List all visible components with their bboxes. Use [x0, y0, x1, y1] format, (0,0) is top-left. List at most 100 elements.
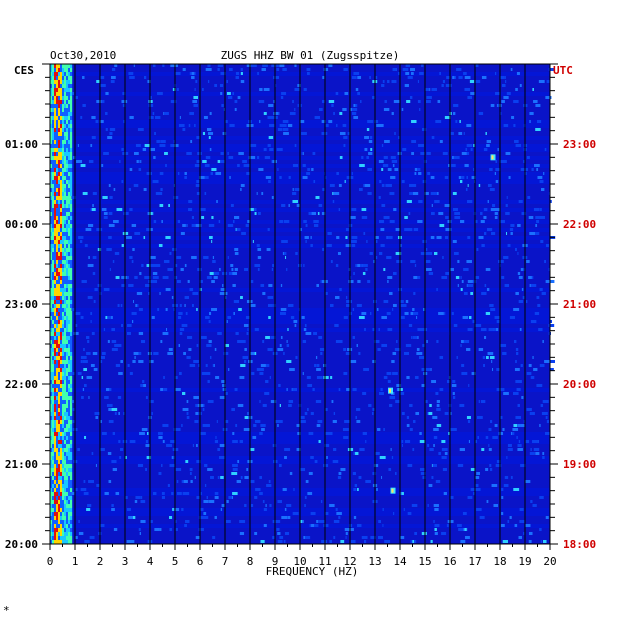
spectrogram-cell	[383, 268, 386, 271]
spectrogram-cell	[70, 484, 73, 488]
spectrogram-cell	[436, 404, 440, 407]
spectrogram-cell	[117, 304, 120, 307]
spectrogram-cell	[74, 96, 79, 99]
spectrogram-cell	[68, 412, 71, 416]
spectrogram-cell	[60, 108, 63, 112]
spectrogram-cell	[50, 356, 53, 360]
x-tick-label: 20	[543, 555, 556, 568]
spectrogram-cell	[68, 468, 71, 472]
spectrogram-cell	[60, 236, 63, 240]
spectrogram-cell	[222, 132, 227, 135]
spectrogram-cell	[68, 472, 71, 476]
spectrogram-cell	[50, 232, 53, 236]
spectrogram-cell	[421, 368, 426, 371]
spectrogram-cell	[50, 416, 53, 420]
spectrogram-cell	[364, 540, 367, 543]
spectrogram-cell	[58, 484, 61, 488]
spectrogram-cell	[66, 152, 69, 156]
spectrogram-cell	[58, 288, 61, 292]
spectrogram-cell	[300, 416, 305, 419]
spectrogram-cell	[153, 352, 159, 355]
spectrogram-cell	[453, 76, 457, 79]
spectrogram-cell	[68, 392, 71, 396]
spectrogram-cell	[108, 224, 115, 227]
spectrogram-cell	[149, 96, 152, 99]
spectrogram-cell	[56, 260, 59, 264]
spectrogram-cell	[306, 68, 311, 71]
spectrogram-cell	[60, 484, 63, 488]
spectrogram-cell	[71, 196, 77, 199]
spectrogram-cell	[52, 400, 55, 404]
right-tick-label: 22:00	[563, 218, 596, 231]
right-tick-label: 20:00	[563, 378, 596, 391]
spectrogram-cell	[50, 308, 53, 312]
spectrogram-cell	[58, 452, 61, 456]
spectrogram-cell	[376, 308, 379, 311]
spectrogram-cell	[58, 88, 61, 92]
spectrogram-cell	[340, 468, 346, 471]
spectrogram-cell	[318, 204, 323, 207]
spectrogram-cell	[502, 352, 507, 355]
spectrogram-cell	[491, 368, 494, 371]
spectrogram-cell	[391, 360, 395, 363]
spectrogram-cell	[60, 268, 63, 272]
spectrogram-cell	[334, 324, 339, 327]
spectrogram-cell	[64, 224, 67, 228]
spectrogram-cell	[337, 252, 341, 255]
spectrogram-cell	[70, 468, 73, 472]
spectrogram-cell	[108, 184, 111, 187]
spectrogram-cell	[60, 508, 63, 512]
spectrogram-cell	[426, 248, 428, 251]
spectrogram-cell	[60, 220, 63, 224]
spectrogram-cell	[68, 428, 71, 432]
spectrogram-cell	[501, 276, 505, 279]
spectrogram-cell	[338, 472, 342, 475]
spectrogram-cell	[271, 196, 274, 199]
spectrogram-cell	[431, 204, 433, 207]
spectrogram-cell	[62, 284, 65, 288]
spectrogram-cell	[58, 468, 61, 472]
spectrogram-cell	[548, 268, 550, 271]
spectrogram-cell	[505, 204, 508, 207]
spectrogram-cell	[60, 464, 63, 468]
spectrogram-cell	[128, 188, 132, 191]
spectrogram-cell	[292, 512, 298, 515]
spectrogram-cell	[54, 112, 57, 116]
spectrogram-cell	[101, 432, 107, 435]
spectrogram-cell	[319, 348, 325, 351]
spectrogram-cell	[505, 152, 511, 155]
spectrogram-cell	[169, 528, 173, 531]
spectrogram-cell	[316, 364, 320, 367]
spectrogram-cell	[506, 92, 511, 95]
spectrogram-cell	[81, 280, 87, 283]
spectrogram-cell	[364, 184, 371, 187]
spectrogram-cell	[60, 384, 63, 388]
spectrogram-cell	[62, 484, 65, 488]
spectrogram-cell	[50, 512, 53, 516]
spectrogram-cell	[68, 208, 71, 212]
spectrogram-cell	[68, 136, 71, 140]
spectrogram-cell	[333, 412, 336, 415]
spectrogram-cell	[282, 68, 287, 71]
spectrogram-cell	[66, 92, 69, 96]
spectrogram-cell	[474, 80, 481, 83]
spectrogram-cell	[54, 108, 57, 112]
spectrogram-cell	[73, 332, 79, 335]
spectrogram-cell	[203, 116, 208, 119]
spectrogram-cell	[50, 144, 53, 148]
spectrogram-cell	[312, 388, 315, 391]
spectrogram-cell	[58, 524, 61, 528]
spectrogram-cell	[430, 192, 436, 195]
spectrogram-cell	[265, 176, 272, 179]
spectrogram-cell	[66, 508, 69, 512]
spectrogram-cell	[430, 540, 433, 543]
spectrogram-cell	[54, 388, 57, 392]
spectrogram-cell	[288, 176, 291, 179]
spectrogram-cell	[428, 412, 433, 415]
spectrogram-cell	[158, 436, 163, 439]
spectrogram-cell	[182, 128, 186, 131]
spectrogram-cell	[58, 84, 61, 88]
spectrogram-cell	[396, 384, 402, 387]
spectrogram-cell	[485, 436, 489, 439]
spectrogram-cell	[526, 408, 532, 411]
